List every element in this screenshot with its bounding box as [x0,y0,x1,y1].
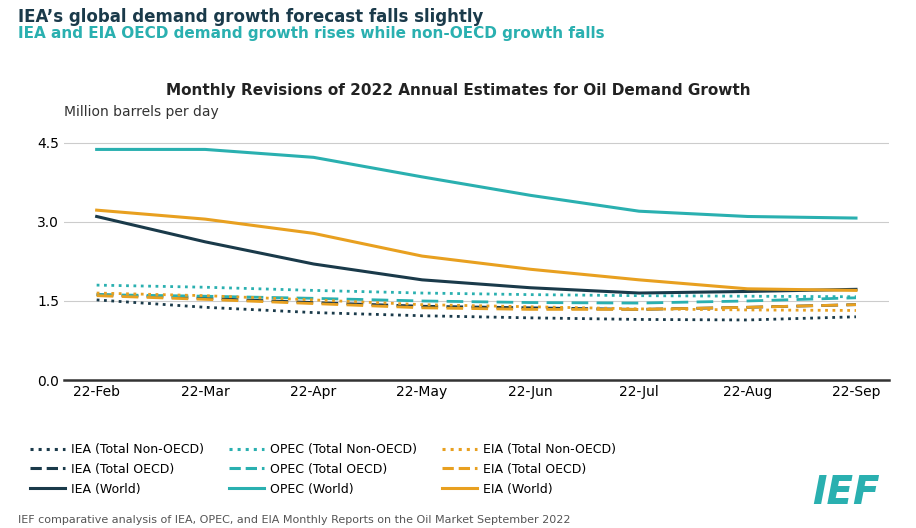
Text: IEA and EIA OECD demand growth rises while non-OECD growth falls: IEA and EIA OECD demand growth rises whi… [18,26,605,41]
Text: IEF: IEF [812,474,879,512]
Text: IEF comparative analysis of IEA, OPEC, and EIA Monthly Reports on the Oil Market: IEF comparative analysis of IEA, OPEC, a… [18,515,571,525]
Text: Million barrels per day: Million barrels per day [64,105,219,119]
Text: IEA’s global demand growth forecast falls slightly: IEA’s global demand growth forecast fall… [18,8,484,26]
Legend: IEA (Total Non-OECD), IEA (Total OECD), IEA (World), OPEC (Total Non-OECD), OPEC: IEA (Total Non-OECD), IEA (Total OECD), … [25,438,621,501]
Text: Monthly Revisions of 2022 Annual Estimates for Oil Demand Growth: Monthly Revisions of 2022 Annual Estimat… [166,83,750,98]
